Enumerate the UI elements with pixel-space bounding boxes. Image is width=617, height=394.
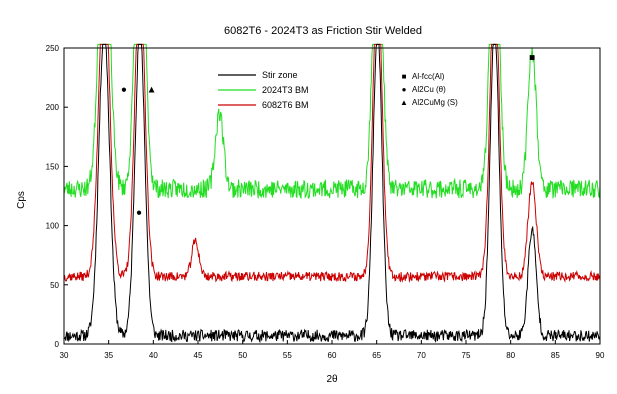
y-tick-label: 250 — [46, 44, 60, 53]
chart-title: 6082T6 - 2024T3 as Friction Stir Welded — [224, 25, 422, 37]
x-tick-label: 40 — [149, 351, 158, 360]
series-legend: Stir zone 2024T3 BM 6082T6 BM — [218, 70, 309, 110]
plot-series — [63, 43, 601, 344]
phase-legend: ■ Al-fcc(Al) ● Al2Cu (θ) ▲ Al2CuMg (S) — [400, 72, 458, 107]
legend-label: 6082T6 BM — [262, 100, 309, 110]
phase-legend-symbol: ▲ — [400, 98, 408, 107]
series-line — [63, 43, 601, 344]
x-tick-label: 70 — [417, 351, 426, 360]
x-tick-label: 85 — [551, 351, 560, 360]
peak-marker: ■ — [529, 52, 535, 63]
x-tick-label: 30 — [60, 351, 69, 360]
peak-annotations: ● ▲ ● ■ — [121, 52, 535, 218]
legend-label: Stir zone — [262, 70, 298, 80]
plot-area-frame — [63, 47, 601, 345]
y-tick-label: 200 — [46, 103, 60, 112]
x-tick-label: 65 — [372, 351, 381, 360]
peak-marker: ● — [121, 84, 127, 95]
phase-legend-label: Al2CuMg (S) — [412, 98, 458, 107]
y-tick-label: 150 — [46, 162, 60, 171]
peak-marker: ▲ — [147, 84, 157, 95]
x-tick-label: 45 — [194, 351, 203, 360]
phase-legend-label: Al-fcc(Al) — [412, 72, 445, 81]
peak-marker: ● — [136, 207, 142, 218]
series-line — [63, 43, 601, 200]
phase-legend-symbol: ● — [402, 85, 407, 94]
axis-ticks: 30 35 40 45 50 55 60 65 70 75 80 85 90 0 50 100 150 200 25… — [46, 44, 605, 360]
x-tick-label: 90 — [596, 351, 605, 360]
legend-label: 2024T3 BM — [262, 85, 309, 95]
x-axis-label: 2θ — [326, 374, 338, 385]
series-line — [63, 43, 601, 283]
phase-legend-label: Al2Cu (θ) — [412, 85, 446, 94]
y-tick-label: 0 — [55, 340, 60, 349]
phase-legend-symbol: ■ — [402, 72, 407, 81]
x-tick-label: 35 — [104, 351, 113, 360]
x-tick-label: 55 — [283, 351, 292, 360]
x-tick-label: 60 — [328, 351, 337, 360]
x-tick-label: 75 — [462, 351, 471, 360]
y-tick-label: 100 — [46, 222, 60, 231]
y-tick-label: 50 — [50, 281, 59, 290]
x-tick-label: 80 — [506, 351, 515, 360]
x-tick-label: 50 — [238, 351, 247, 360]
y-axis-label: Cps — [16, 191, 27, 209]
